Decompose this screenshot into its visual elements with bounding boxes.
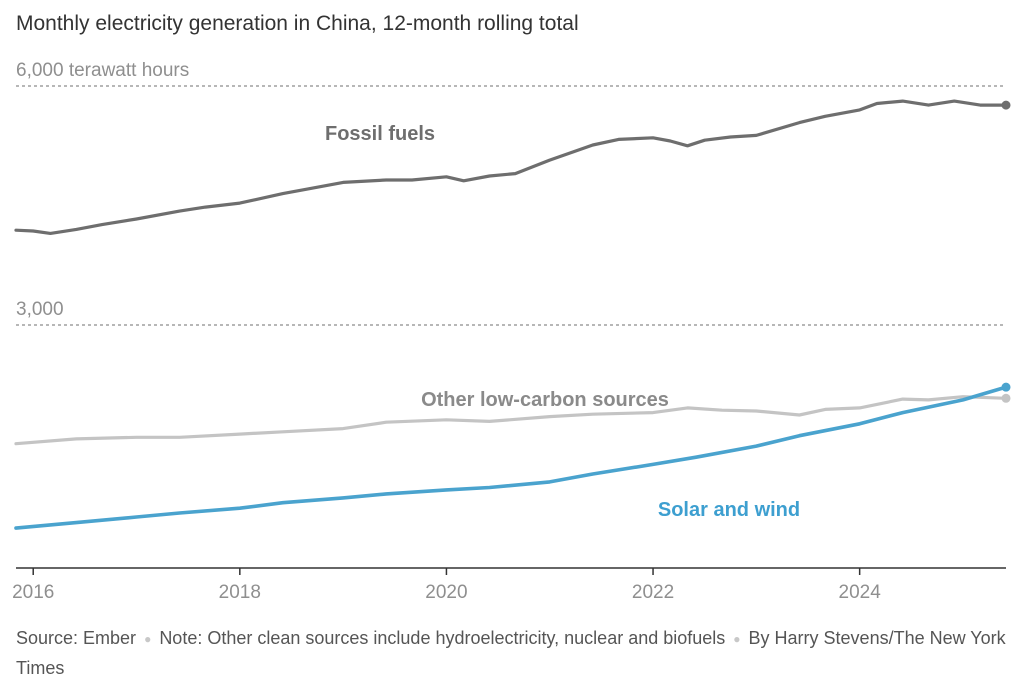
gridlines: 6,000 terawatt hours 3,000 [16,60,1006,326]
separator-dot-icon: ● [733,631,741,646]
series-line-solar-and-wind [14,385,1008,530]
x-tick-label-2024: 2024 [839,582,882,603]
gridline-label-3000: 3,000 [16,299,64,320]
separator-dot-icon: ● [144,631,152,646]
chart-footer: Source: Ember ● Note: Other clean sources … [16,624,1006,683]
series-end-point-other-low-carbon-sources [1001,393,1011,403]
note-text: Note: Other clean sources include hydroe… [159,628,726,648]
x-tick-label-2018: 2018 [219,582,261,603]
x-axis: 2016 2018 2020 2022 2024 [12,567,1006,603]
series-end-point-fossil-fuels [1001,100,1011,110]
series-label-other-low-carbon-sources: Other low-carbon sources [421,389,669,411]
series-label-fossil-fuels: Fossil fuels [325,123,435,145]
source-text: Source: Ember [16,628,137,648]
series-labels: Fossil fuels Other low-carbon sources Sola… [325,123,800,521]
series-label-solar-and-wind: Solar and wind [658,499,800,521]
chart-title: Monthly electricity generation in China,… [16,12,579,35]
series-end-point-solar-and-wind [1001,382,1011,392]
gridline-label-6000: 6,000 terawatt hours [16,60,189,81]
series-line-other-low-carbon-sources [14,395,1008,446]
series-lines [14,99,1011,530]
x-tick-label-2016: 2016 [12,582,54,603]
byline-text: By Harry Stevens/The New York Times [16,628,1006,678]
series-line-fossil-fuels [14,99,1008,235]
x-tick-label-2020: 2020 [425,582,467,603]
x-tick-label-2022: 2022 [632,582,674,603]
